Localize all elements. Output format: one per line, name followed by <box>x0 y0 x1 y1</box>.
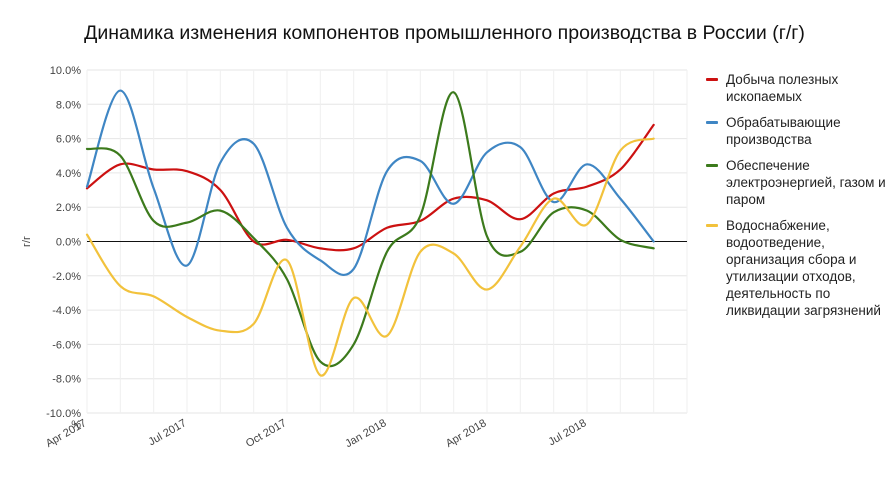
legend-swatch <box>706 224 718 227</box>
legend-swatch <box>706 78 718 81</box>
legend-item[interactable]: Обеспечение электроэнергией, газом и пар… <box>706 157 886 208</box>
legend-swatch <box>706 164 718 167</box>
legend-item[interactable]: Добыча полезных ископаемых <box>706 71 886 105</box>
y-tick-label: 10.0% <box>50 65 81 77</box>
legend-swatch <box>706 121 718 124</box>
legend-label: Водоснабжение, водоотведение, организаци… <box>726 218 881 318</box>
x-tick-label: Jul 2017 <box>146 417 188 448</box>
y-tick-label: -10.0% <box>46 408 81 420</box>
y-tick-label: 6.0% <box>56 134 81 146</box>
legend-item[interactable]: Водоснабжение, водоотведение, организаци… <box>706 217 886 319</box>
y-tick-label: 2.0% <box>56 202 81 214</box>
y-tick-label: -2.0% <box>52 271 81 283</box>
y-tick-label: -8.0% <box>52 374 81 386</box>
legend-label: Добыча полезных ископаемых <box>726 72 839 104</box>
series-lines <box>85 89 655 377</box>
chart-title: Динамика изменения компонентов промышлен… <box>84 22 805 44</box>
legend-item[interactable]: Обрабатывающие производства <box>706 114 886 148</box>
y-unit-label: % <box>71 419 81 431</box>
y-tick-label: 4.0% <box>56 168 81 180</box>
y-tick-label: 8.0% <box>56 99 81 111</box>
series-line-2 <box>85 89 655 276</box>
y-tick-label: 0.0% <box>56 237 81 249</box>
series-line-3 <box>85 91 655 368</box>
y-tick-label: -6.0% <box>52 339 81 351</box>
x-tick-label: Apr 2017 <box>44 417 89 450</box>
series-line-1 <box>85 123 655 252</box>
legend: Добыча полезных ископаемых Обрабатывающие… <box>706 71 886 328</box>
x-tick-label: Jan 2018 <box>343 417 388 450</box>
y-tick-label: -4.0% <box>52 305 81 317</box>
x-tick-label: Jul 2018 <box>546 417 588 448</box>
y-axis-label: г/г <box>21 236 33 247</box>
x-tick-label: Apr 2018 <box>444 417 489 450</box>
series-line-4 <box>85 137 655 377</box>
x-tick-label: Oct 2017 <box>244 417 289 450</box>
legend-label: Обеспечение электроэнергией, газом и пар… <box>726 158 886 207</box>
legend-label: Обрабатывающие производства <box>726 115 841 147</box>
tick-labels: 10.0% 8.0% 6.0% 4.0% 2.0% 0.0% -2.0% -4.0% -6.0%… <box>21 65 589 450</box>
